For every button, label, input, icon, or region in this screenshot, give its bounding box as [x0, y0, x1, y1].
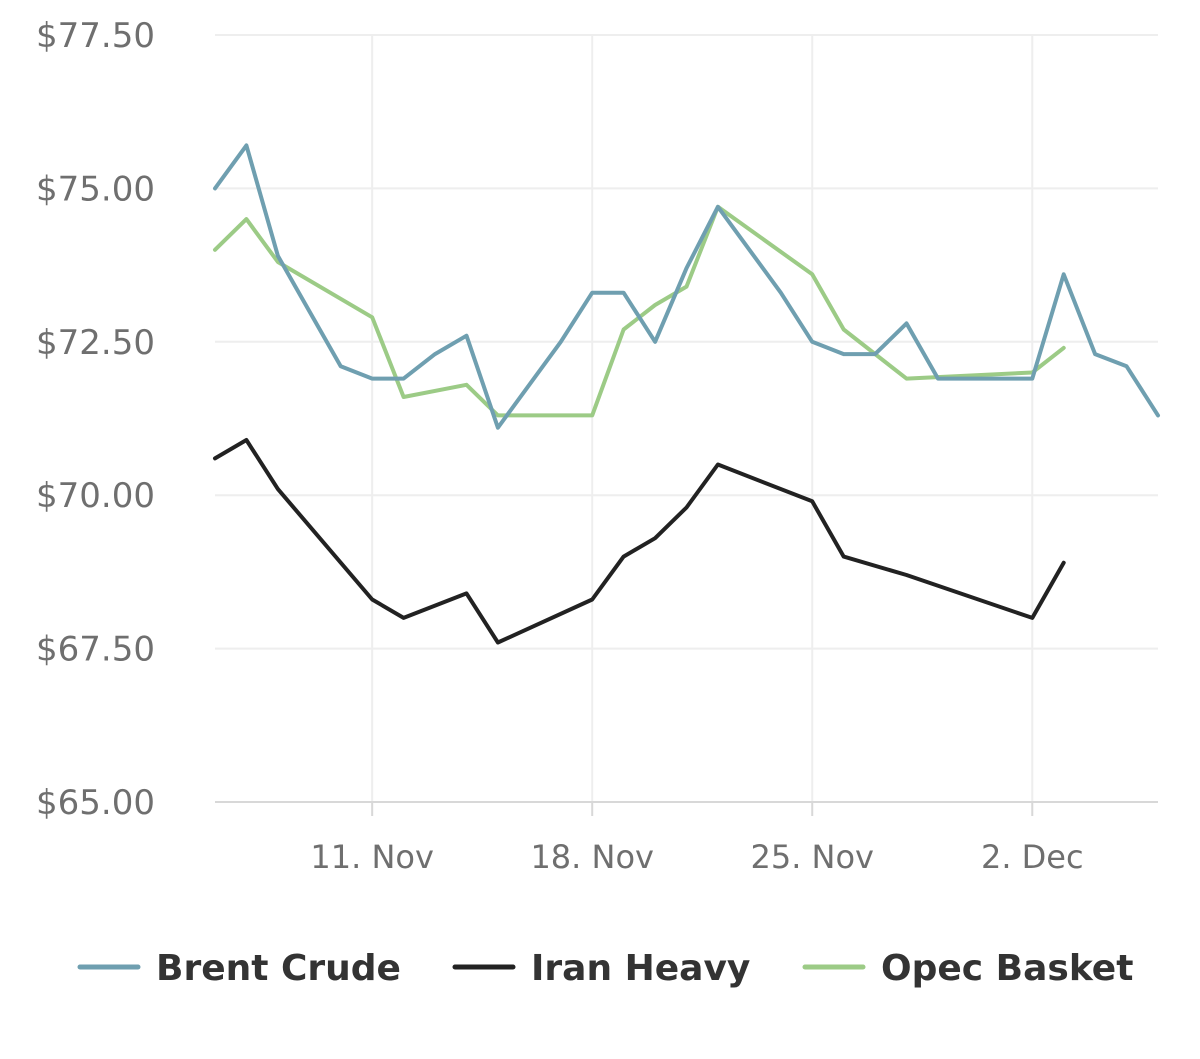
- x-tick-label: 18. Nov: [530, 838, 654, 876]
- y-tick-label: $75.00: [36, 169, 155, 209]
- series-line-iran-heavy: [213, 438, 1066, 645]
- legend: Brent Crude Iran Heavy Opec Basket: [77, 948, 1133, 989]
- y-tick-label: $72.50: [36, 323, 155, 363]
- x-tick-label: 11. Nov: [310, 838, 434, 876]
- x-axis: 11. Nov 18. Nov 25. Nov 2. Dec: [215, 801, 1158, 876]
- legend-label-iran-heavy[interactable]: Iran Heavy: [531, 948, 750, 989]
- grid-lines: [215, 34, 1158, 802]
- y-tick-label: $67.50: [36, 630, 155, 670]
- y-tick-label: $65.00: [36, 783, 155, 823]
- y-axis-ticks: $77.50 $75.00 $72.50 $70.00 $67.50 $65.00: [36, 16, 155, 823]
- series-line-opec-basket: [213, 204, 1066, 418]
- legend-label-opec-basket[interactable]: Opec Basket: [881, 948, 1133, 989]
- x-tick-label: 25. Nov: [750, 838, 874, 876]
- legend-label-brent-crude[interactable]: Brent Crude: [156, 948, 401, 989]
- x-tick-label: 2. Dec: [981, 838, 1084, 876]
- y-tick-label: $70.00: [36, 476, 155, 516]
- series-line-brent-crude: [213, 143, 1160, 430]
- y-tick-label: $77.50: [36, 16, 155, 56]
- series-lines: [213, 143, 1160, 645]
